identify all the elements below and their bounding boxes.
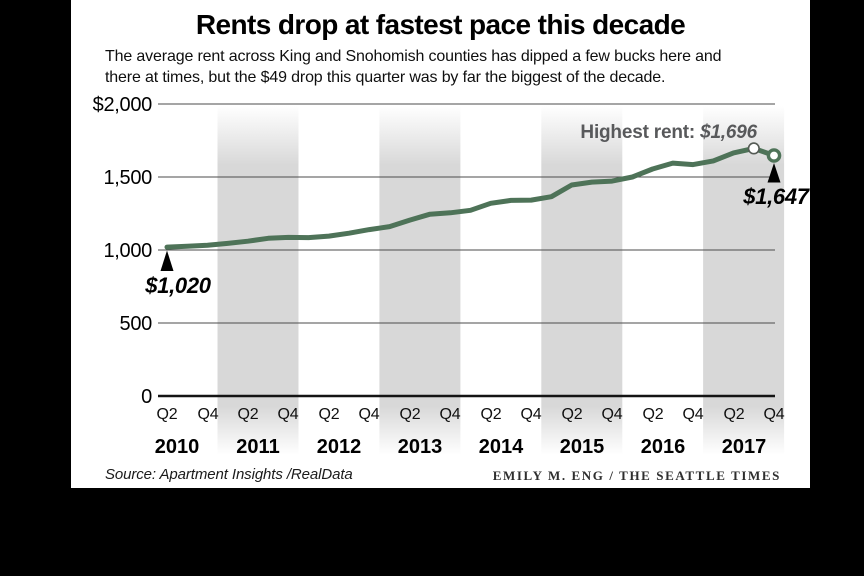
x-tick-label: Q2 <box>643 406 664 423</box>
x-tick-label: Q2 <box>400 406 421 423</box>
year-band-2013 <box>379 106 461 455</box>
peak-point-marker <box>747 142 760 155</box>
chart-subtitle: The average rent across King and Snohomi… <box>105 47 722 88</box>
x-tick-label: Q4 <box>440 406 461 423</box>
year-label: 2013 <box>398 436 443 458</box>
highest-rent-prefix: Highest rent: <box>580 122 700 143</box>
chart-subtitle-line1: The average rent across King and Snohomi… <box>105 48 722 65</box>
year-label: 2012 <box>317 436 362 458</box>
x-tick-label: Q2 <box>238 406 259 423</box>
y-axis-labels: $2,000 1,500 1,000 500 0 <box>93 94 153 408</box>
year-label: 2017 <box>722 436 767 458</box>
end-point-marker <box>766 148 782 163</box>
x-tick-label: Q4 <box>278 406 299 423</box>
x-tick-label: Q4 <box>359 406 380 423</box>
x-axis-year-labels: 2010 2011 2012 2013 2014 2015 2016 2017 <box>155 436 767 458</box>
source-credit: Source: Apartment Insights /RealData <box>105 466 353 483</box>
chart-panel: Rents drop at fastest pace this decade T… <box>71 0 810 488</box>
rent-line-chart: $2,000 1,500 1,000 500 0 Q2 Q4 Q2 Q4 Q2 … <box>93 94 810 458</box>
highest-rent-annotation: Highest rent: $1,696 <box>580 122 757 143</box>
chart-title: Rents drop at fastest pace this decade <box>195 9 686 40</box>
year-shading-bands <box>217 106 785 455</box>
year-label: 2010 <box>155 436 200 458</box>
y-tick-label: $2,000 <box>93 94 153 116</box>
highest-rent-value: $1,696 <box>699 122 758 143</box>
byline-credit: EMILY M. ENG / THE SEATTLE TIMES <box>492 468 781 483</box>
x-tick-label: Q2 <box>157 406 178 423</box>
rent-trend-line <box>164 145 777 250</box>
year-label: 2014 <box>479 436 524 458</box>
year-band-2015 <box>541 106 623 455</box>
end-value-label: $1,647 <box>742 184 810 209</box>
x-tick-label: Q4 <box>683 406 704 423</box>
x-tick-label: Q2 <box>562 406 583 423</box>
y-tick-label: 1,000 <box>103 240 152 262</box>
x-tick-label: Q4 <box>764 406 785 423</box>
x-tick-label: Q4 <box>198 406 219 423</box>
year-label: 2011 <box>236 436 279 458</box>
x-tick-label: Q4 <box>602 406 623 423</box>
start-value-label: $1,020 <box>144 273 212 298</box>
x-tick-label: Q2 <box>724 406 745 423</box>
start-marker-arrow <box>160 250 174 271</box>
x-tick-label: Q2 <box>481 406 502 423</box>
x-tick-label: Q2 <box>319 406 340 423</box>
end-marker-arrow <box>767 163 781 183</box>
x-axis-quarter-labels: Q2 Q4 Q2 Q4 Q2 Q4 Q2 Q4 Q2 Q4 Q2 Q4 Q2 Q… <box>157 406 785 423</box>
gridlines <box>158 103 775 398</box>
year-label: 2015 <box>560 436 605 458</box>
y-tick-label: 1,500 <box>103 167 152 189</box>
y-tick-label: 0 <box>141 386 152 408</box>
x-tick-label: Q4 <box>521 406 542 423</box>
chart-subtitle-line2: there at times, but the $49 drop this qu… <box>105 68 666 86</box>
year-band-2011 <box>217 106 299 455</box>
year-label: 2016 <box>641 436 686 458</box>
y-tick-label: 500 <box>120 313 153 335</box>
